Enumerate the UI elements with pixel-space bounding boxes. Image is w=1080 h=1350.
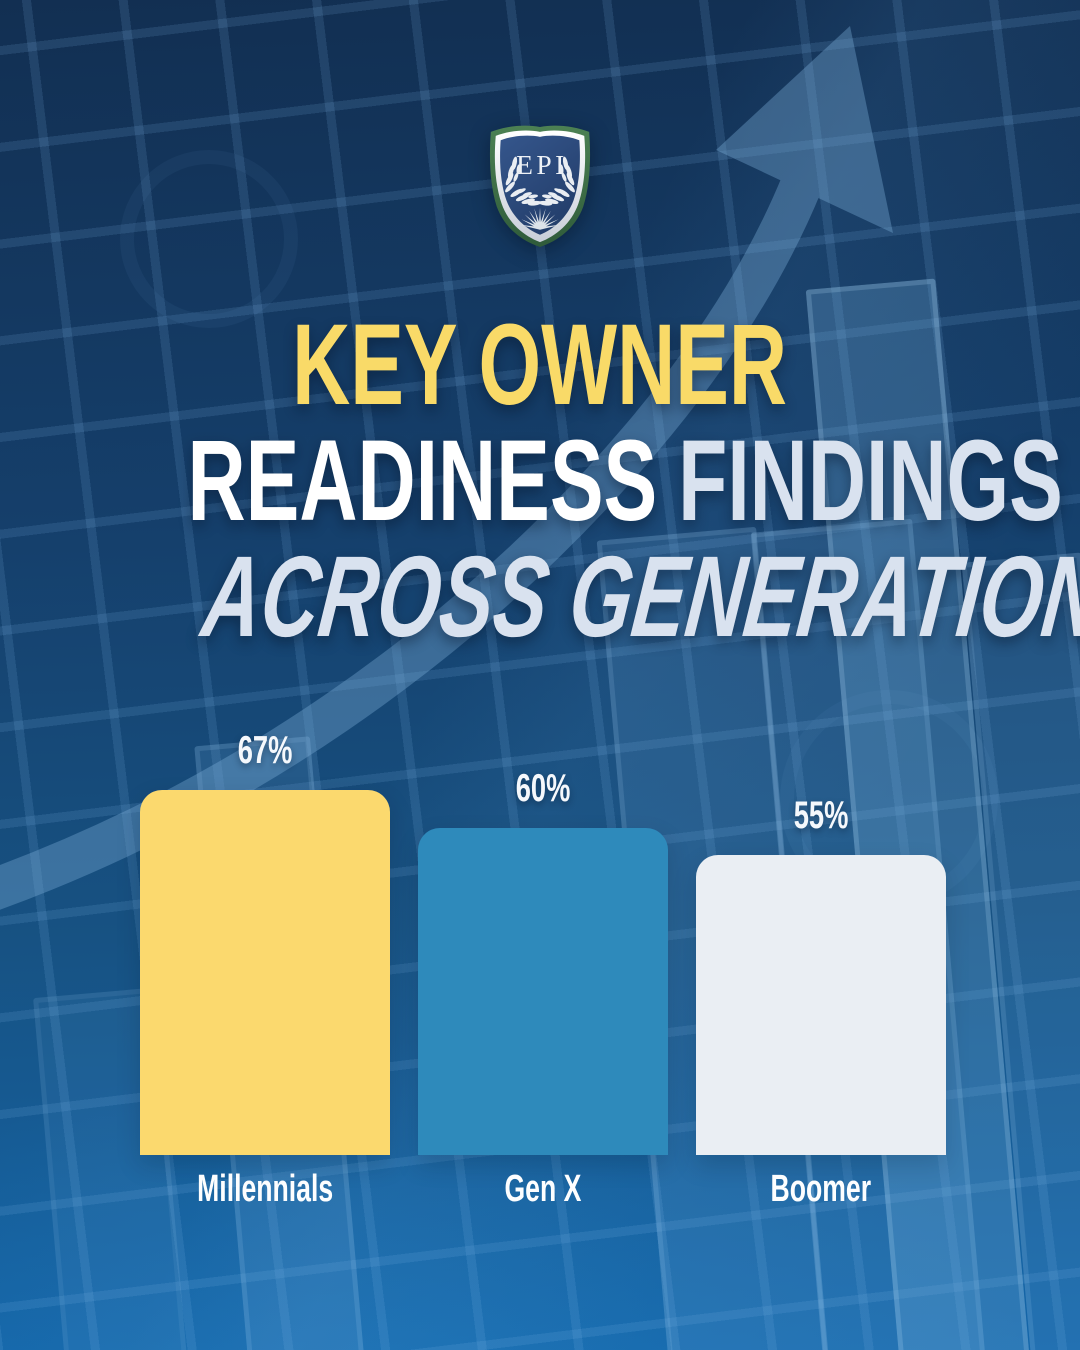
epi-crest-logo: EPI <box>481 122 599 252</box>
category-label-genx: Gen X <box>504 1168 582 1210</box>
title-readiness: READINESS <box>187 417 658 545</box>
title-line-2: READINESS FINDINGS <box>0 424 1080 539</box>
title-across-generations: ACROSS GENERATIONS <box>196 533 1080 661</box>
bar-chart: 67% 60% 55% <box>140 731 946 1155</box>
bar-group-millennials: 67% <box>140 731 390 1155</box>
bar-genx <box>418 828 668 1155</box>
title-key-owner: KEY OWNER <box>292 301 788 429</box>
category-label-millennials: Millennials <box>197 1168 333 1210</box>
value-label-millennials: 67% <box>237 729 293 772</box>
bar-boomer <box>696 855 946 1155</box>
logo-sunburst <box>519 207 561 230</box>
bar-group-genx: 60% <box>418 769 668 1155</box>
logo-epi-text: EPI <box>516 149 568 180</box>
category-label-boomer: Boomer <box>770 1168 872 1210</box>
title-findings: FINDINGS <box>678 417 1063 545</box>
title-line-1: KEY OWNER <box>0 301 1080 429</box>
bar-group-boomer: 55% <box>696 796 946 1155</box>
value-label-boomer: 55% <box>793 794 849 837</box>
title-line-3: ACROSS GENERATIONS <box>0 533 1080 661</box>
value-label-genx: 60% <box>515 767 571 810</box>
bar-millennials <box>140 790 390 1155</box>
category-labels: Millennials Gen X Boomer <box>140 1170 946 1208</box>
